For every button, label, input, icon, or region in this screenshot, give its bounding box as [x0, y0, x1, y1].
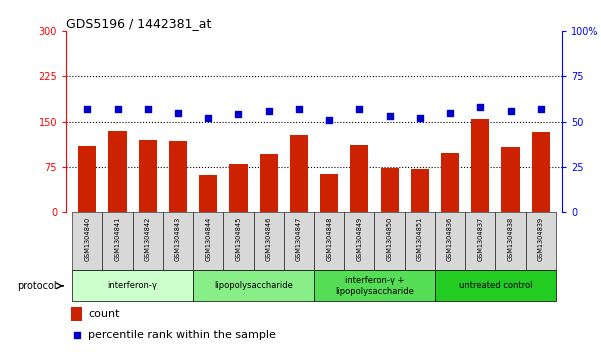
Point — [234, 111, 243, 117]
Bar — [290, 135, 308, 212]
Point — [325, 117, 334, 123]
Bar — [78, 146, 96, 212]
Point — [385, 113, 394, 119]
Bar — [314, 212, 344, 270]
Point — [173, 110, 183, 115]
Bar — [71, 307, 82, 321]
Bar — [108, 131, 127, 212]
Text: GSM1304839: GSM1304839 — [538, 216, 544, 261]
Bar — [380, 168, 398, 212]
Text: GSM1304848: GSM1304848 — [326, 216, 332, 261]
Point — [445, 110, 455, 115]
Bar — [193, 212, 224, 270]
Bar — [193, 270, 314, 301]
Bar — [441, 153, 459, 212]
Bar — [320, 174, 338, 212]
Point — [143, 106, 153, 112]
Bar — [254, 212, 284, 270]
Point — [355, 106, 364, 112]
Bar — [72, 270, 193, 301]
Bar — [72, 212, 102, 270]
Bar — [410, 170, 429, 212]
Text: GSM1304841: GSM1304841 — [115, 216, 121, 261]
Point — [415, 115, 425, 121]
Bar — [163, 212, 193, 270]
Text: GSM1304842: GSM1304842 — [145, 216, 151, 261]
Text: GSM1304850: GSM1304850 — [386, 216, 392, 261]
Text: GSM1304840: GSM1304840 — [84, 216, 90, 261]
Bar — [224, 212, 254, 270]
Text: GSM1304849: GSM1304849 — [356, 216, 362, 261]
Text: count: count — [88, 309, 120, 319]
Text: GSM1304846: GSM1304846 — [266, 216, 272, 261]
Text: GSM1304847: GSM1304847 — [296, 216, 302, 261]
Text: percentile rank within the sample: percentile rank within the sample — [88, 330, 276, 340]
Text: GSM1304851: GSM1304851 — [417, 216, 423, 261]
Text: GSM1304838: GSM1304838 — [507, 216, 513, 261]
Text: GSM1304836: GSM1304836 — [447, 216, 453, 261]
Bar — [350, 144, 368, 212]
Bar — [344, 212, 374, 270]
Point — [536, 106, 546, 112]
Text: interferon-γ: interferon-γ — [108, 281, 157, 290]
Point — [505, 108, 515, 114]
Bar — [435, 270, 556, 301]
Point — [113, 106, 123, 112]
Bar — [471, 119, 489, 212]
Point — [264, 108, 273, 114]
Point — [72, 333, 82, 338]
Bar — [260, 154, 278, 212]
Bar — [374, 212, 404, 270]
Text: GDS5196 / 1442381_at: GDS5196 / 1442381_at — [66, 17, 212, 30]
Bar — [102, 212, 133, 270]
Bar — [465, 212, 495, 270]
Bar — [435, 212, 465, 270]
Bar — [495, 212, 526, 270]
Bar — [501, 147, 520, 212]
Bar — [199, 175, 218, 212]
Text: GSM1304843: GSM1304843 — [175, 216, 181, 261]
Text: lipopolysaccharide: lipopolysaccharide — [214, 281, 293, 290]
Text: GSM1304844: GSM1304844 — [205, 216, 211, 261]
Point — [475, 104, 485, 110]
Point — [203, 115, 213, 121]
Text: GSM1304837: GSM1304837 — [477, 216, 483, 261]
Bar — [133, 212, 163, 270]
Point — [82, 106, 92, 112]
Bar — [230, 164, 248, 212]
Text: protocol: protocol — [17, 281, 57, 291]
Bar — [169, 141, 187, 212]
Bar — [404, 212, 435, 270]
Text: GSM1304845: GSM1304845 — [236, 216, 242, 261]
Bar — [526, 212, 556, 270]
Text: untreated control: untreated control — [459, 281, 532, 290]
Bar — [314, 270, 435, 301]
Bar — [284, 212, 314, 270]
Text: interferon-γ +
lipopolysaccharide: interferon-γ + lipopolysaccharide — [335, 276, 414, 295]
Point — [294, 106, 304, 112]
Bar — [139, 140, 157, 212]
Bar — [532, 132, 550, 212]
